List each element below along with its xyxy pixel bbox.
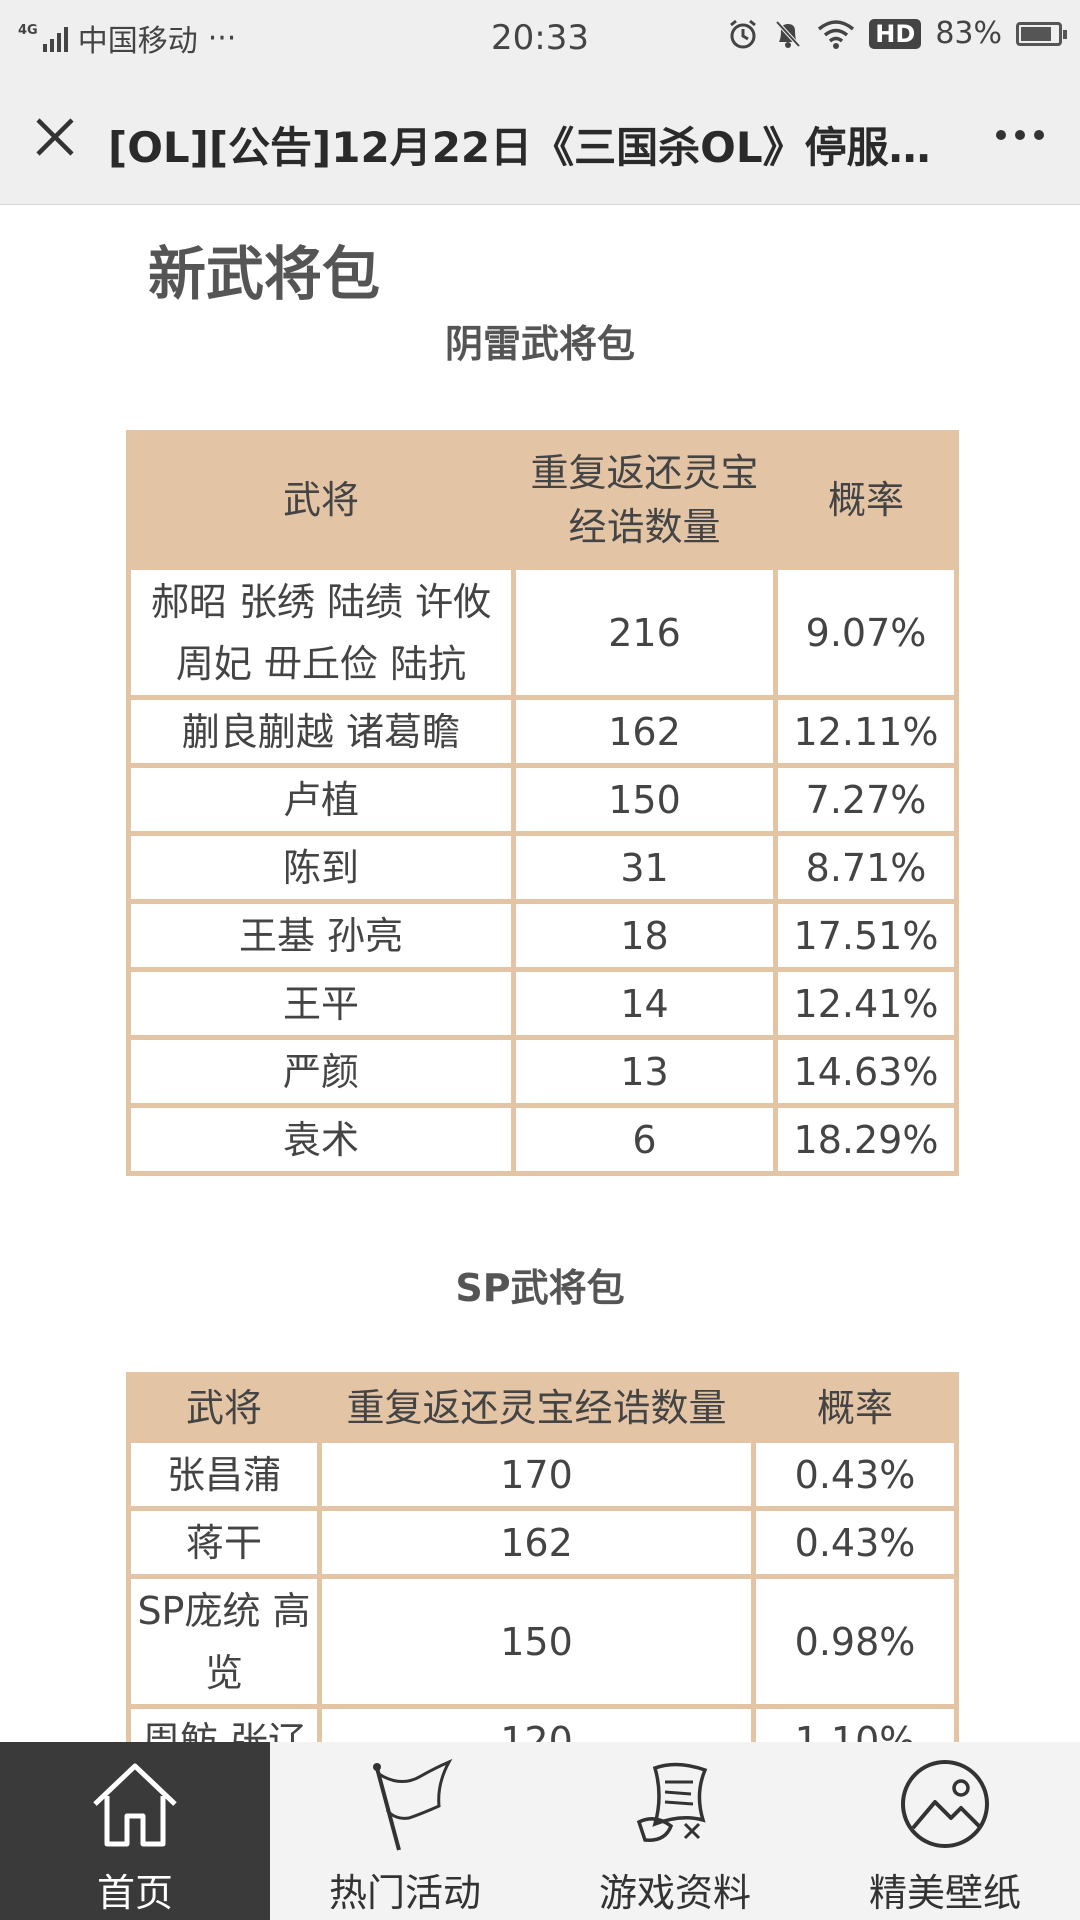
nav-label: 热门活动	[328, 1871, 481, 1915]
table-cell: 216	[511, 565, 778, 700]
table-cell: 0.43%	[751, 1506, 959, 1579]
table-cell: 0.98%	[751, 1574, 959, 1709]
more-options-icon[interactable]	[996, 130, 1044, 140]
table-title-yinlei: 阴雷武将包	[444, 322, 635, 366]
table-cell: 31	[511, 831, 778, 904]
table-cell: 18	[511, 899, 778, 972]
table-cell: 8.71%	[773, 831, 959, 904]
table-cell: 1.10%	[751, 1704, 959, 1742]
table-cell: 150	[511, 763, 778, 836]
table-row: 张昌蒲 170 0.43%	[126, 1438, 959, 1511]
bottom-nav: 首页 热门活动 游戏资料 精美壁纸	[0, 1742, 1080, 1920]
battery-fill	[1021, 26, 1051, 41]
table-cell: 162	[317, 1506, 756, 1579]
table-cell: 张昌蒲	[126, 1438, 322, 1511]
table-cell: 周鲂 张辽	[126, 1704, 322, 1742]
table-row: 袁术 6 18.29%	[126, 1103, 959, 1176]
table-row: 卢植 150 7.27%	[126, 763, 959, 836]
carrier-name: 中国移动	[77, 24, 198, 59]
nav-label: 游戏资料	[598, 1871, 751, 1915]
table-cell: 严颜	[126, 1035, 516, 1108]
table-cell: 13	[511, 1035, 778, 1108]
table-cell: 袁术	[126, 1103, 516, 1176]
table-row: 严颜 13 14.63%	[126, 1035, 959, 1108]
article-content[interactable]: 新武将包 阴雷武将包 武将 重复返还灵宝经诰数量 概率 郝昭 张绣 陆绩 许攸 …	[0, 205, 1080, 1742]
table-cell: 150	[317, 1574, 756, 1709]
nav-label: 首页	[96, 1871, 173, 1915]
yinlei-pack-table: 武将 重复返还灵宝经诰数量 概率 郝昭 张绣 陆绩 许攸 周妃 毌丘俭 陆抗 21…	[126, 430, 959, 1176]
battery-percent: 83%	[935, 16, 1002, 51]
table-cell: 17.51%	[773, 899, 959, 972]
nav-home[interactable]: 首页	[0, 1742, 270, 1920]
clock: 20:33	[491, 18, 589, 58]
table-row: 陈到 31 8.71%	[126, 831, 959, 904]
home-icon	[93, 1763, 177, 1847]
network-type: 4G	[18, 23, 38, 38]
table-cell: 陈到	[126, 831, 516, 904]
title-bar: [OL][公告]12月22日《三国杀OL》停服更...	[0, 76, 1080, 205]
column-header: 重复返还灵宝经诰数量	[317, 1372, 756, 1443]
table-cell: 162	[511, 695, 778, 768]
picture-icon	[901, 1760, 989, 1848]
table-cell: 7.27%	[773, 763, 959, 836]
table-cell: 0.43%	[751, 1438, 959, 1511]
table-cell: 蒋干	[126, 1506, 322, 1579]
nav-label: 精美壁纸	[868, 1871, 1021, 1915]
column-header: 武将	[126, 1372, 322, 1443]
wifi-icon	[818, 19, 855, 49]
column-header: 重复返还灵宝经诰数量	[511, 430, 778, 570]
table-cell: 170	[317, 1438, 756, 1511]
table-cell: 卢植	[126, 763, 516, 836]
table-cell: 14	[511, 967, 778, 1040]
flag-icon	[373, 1758, 453, 1851]
nav-hot-events[interactable]: 热门活动	[270, 1742, 540, 1920]
table-row: 王平 14 12.41%	[126, 967, 959, 1040]
column-header: 概率	[751, 1372, 959, 1443]
nav-game-info[interactable]: 游戏资料	[540, 1742, 810, 1920]
table-cell: 蒯良蒯越 诸葛瞻	[126, 695, 516, 768]
table-row: SP庞统 高览 150 0.98%	[126, 1574, 959, 1709]
battery-icon	[1016, 21, 1067, 46]
close-icon[interactable]	[30, 112, 80, 162]
table-cell: 14.63%	[773, 1035, 959, 1108]
table-cell: 王平	[126, 967, 516, 1040]
table-title-sp: SP武将包	[455, 1266, 625, 1310]
column-header: 武将	[126, 430, 516, 570]
scroll-icon	[636, 1762, 708, 1842]
alarm-icon	[730, 19, 757, 48]
table-row: 蒯良蒯越 诸葛瞻 162 12.11%	[126, 695, 959, 768]
table-cell: 120	[317, 1704, 756, 1742]
mute-bell-icon	[775, 20, 801, 48]
nav-wallpapers[interactable]: 精美壁纸	[810, 1742, 1080, 1920]
table-cell: 郝昭 张绣 陆绩 许攸 周妃 毌丘俭 陆抗	[126, 565, 516, 700]
table-header-row: 武将 重复返还灵宝经诰数量 概率	[126, 430, 959, 570]
section-title: 新武将包	[148, 240, 381, 308]
table-cell: 12.41%	[773, 967, 959, 1040]
table-cell: 18.29%	[773, 1103, 959, 1176]
table-cell: 王基 孙亮	[126, 899, 516, 972]
table-row: 郝昭 张绣 陆绩 许攸 周妃 毌丘俭 陆抗 216 9.07%	[126, 565, 959, 700]
table-row: 王基 孙亮 18 17.51%	[126, 899, 959, 972]
table-header-row: 武将 重复返还灵宝经诰数量 概率	[126, 1372, 959, 1443]
sp-pack-table: 武将 重复返还灵宝经诰数量 概率 张昌蒲 170 0.43% 蒋干 162 0.43% SP…	[126, 1372, 959, 1742]
hd-badge: HD	[869, 18, 922, 49]
table-cell: 9.07%	[773, 565, 959, 700]
table-cell: 12.11%	[773, 695, 959, 768]
signal-icon: 4G	[18, 24, 68, 52]
status-right: HD 83%	[727, 16, 1067, 51]
table-row: 蒋干 162 0.43%	[126, 1506, 959, 1579]
table-cell: 6	[511, 1103, 778, 1176]
table-row: 周鲂 张辽 120 1.10%	[126, 1704, 959, 1742]
page-title: [OL][公告]12月22日《三国杀OL》停服更...	[108, 123, 958, 172]
column-header: 概率	[773, 430, 959, 570]
status-dots: ···	[207, 20, 237, 56]
table-cell: SP庞统 高览	[126, 1574, 322, 1709]
status-left: 4G 中国移动 ···	[18, 16, 236, 60]
status-bar: 4G 中国移动 ··· 20:33 HD 83%	[0, 0, 1080, 76]
